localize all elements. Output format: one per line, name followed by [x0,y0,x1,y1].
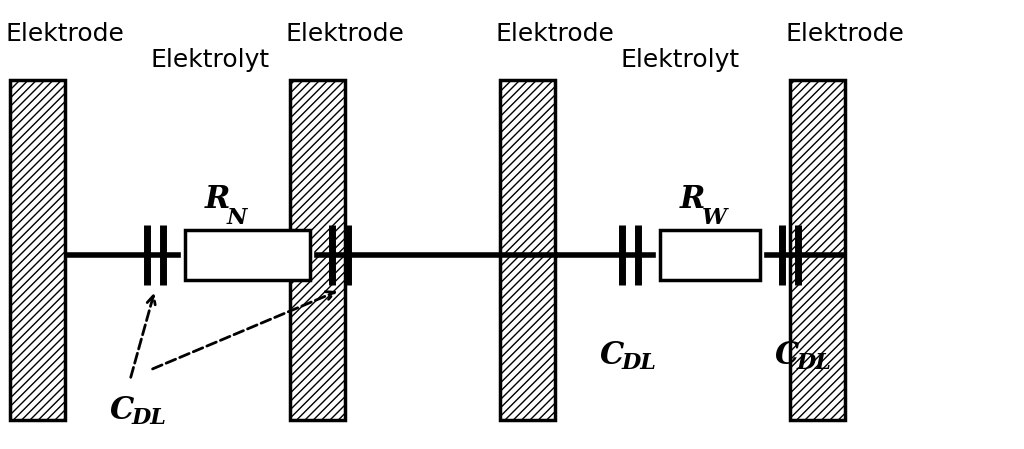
Text: C: C [600,340,625,371]
Text: Elektrolyt: Elektrolyt [151,48,269,72]
Text: W: W [702,207,727,229]
Text: DL: DL [622,352,656,374]
Bar [10,80,65,420]
Text: Elektrode: Elektrode [785,22,904,46]
Bar [790,80,845,420]
Text: Elektrode: Elektrode [496,22,614,46]
Bar [660,230,760,280]
Bar [290,80,345,420]
Text: C: C [775,340,800,371]
Text: Elektrode: Elektrode [5,22,125,46]
Text: C: C [110,395,134,426]
Text: Elektrode: Elektrode [286,22,404,46]
Bar [185,230,310,280]
Text: R: R [680,184,706,215]
Text: N: N [227,207,248,229]
Bar [500,80,555,420]
Text: DL: DL [132,407,167,429]
Text: R: R [205,184,230,215]
Text: Elektrolyt: Elektrolyt [621,48,739,72]
Text: DL: DL [797,352,831,374]
